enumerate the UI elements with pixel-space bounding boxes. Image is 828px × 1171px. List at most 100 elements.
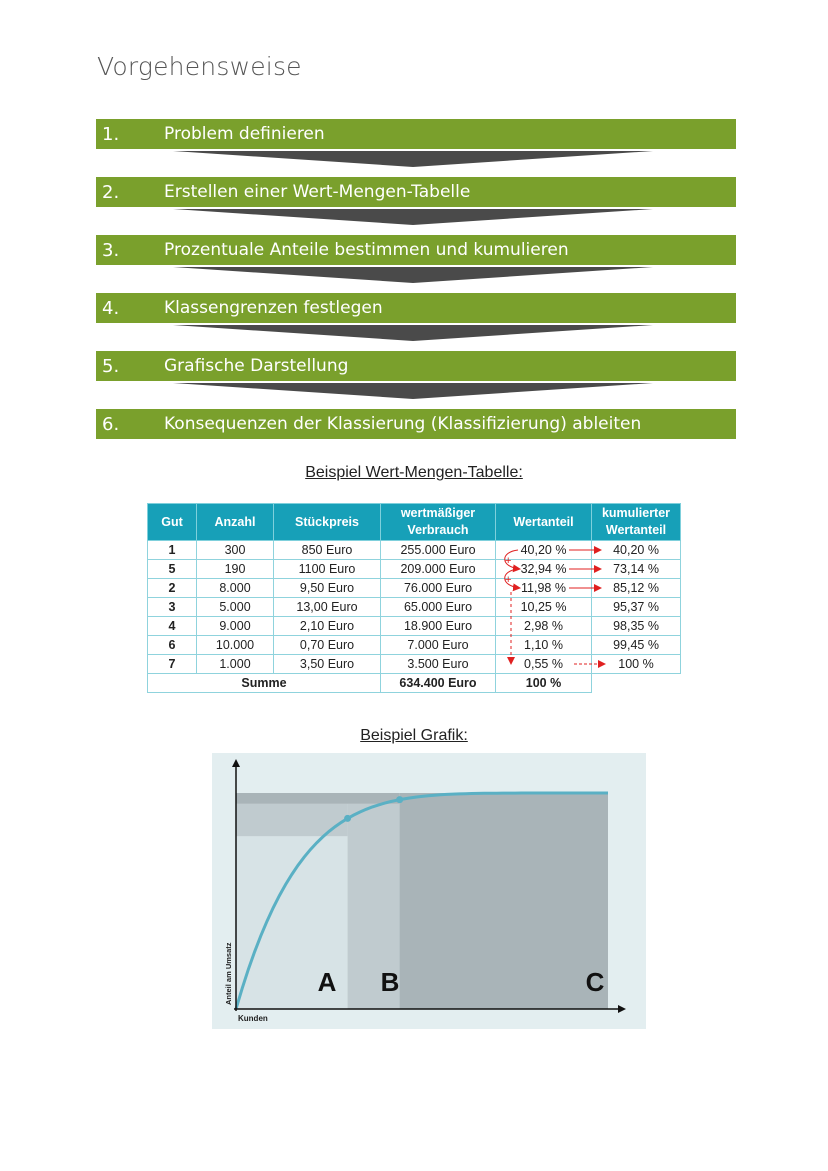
header-gut: Gut: [147, 503, 197, 541]
header-verbrauch-line1: wertmäßiger: [400, 506, 476, 520]
table-row: 4 9.000 2,10 Euro 18.900 Euro 2,98 % 98,…: [147, 616, 681, 636]
header-verbrauch-line2: Verbrauch: [407, 523, 469, 537]
table-row: 5 190 1100 Euro 209.000 Euro 32,94 % 73,…: [147, 559, 681, 579]
cell-gut: 6: [147, 635, 197, 655]
cell-kumuliert: 40,20 %: [591, 540, 681, 560]
wert-mengen-table: Gut Anzahl Stückpreis wertmäßiger Verbra…: [147, 503, 681, 693]
cell-anzahl: 8.000: [196, 578, 274, 598]
zone-band-C: [236, 793, 400, 804]
cell-preis: 9,50 Euro: [273, 578, 381, 598]
step-5: 5. Grafische Darstellung: [96, 351, 736, 381]
table-row: 2 8.000 9,50 Euro 76.000 Euro 11,98 % 85…: [147, 578, 681, 598]
step-number: 6.: [102, 414, 120, 435]
cell-gut: 1: [147, 540, 197, 560]
step-number: 3.: [102, 240, 120, 261]
chart-heading: Beispiel Grafik:: [360, 727, 468, 744]
zone-C: [399, 793, 608, 1009]
step-number: 4.: [102, 298, 120, 319]
header-stueckpreis: Stückpreis: [273, 503, 381, 541]
cell-preis: 850 Euro: [273, 540, 381, 560]
cell-anzahl: 5.000: [196, 597, 274, 617]
cell-verbrauch: 18.900 Euro: [380, 616, 496, 636]
cell-verbrauch: 209.000 Euro: [380, 559, 496, 579]
x-axis-arrow-icon: [618, 1005, 626, 1013]
chevron-down-arrow-icon: [173, 383, 653, 399]
table-row: 6 10.000 0,70 Euro 7.000 Euro 1,10 % 99,…: [147, 635, 681, 655]
cell-anzahl: 300: [196, 540, 274, 560]
chevron-down-arrow-icon: [173, 267, 653, 283]
header-anzahl: Anzahl: [196, 503, 274, 541]
chevron-down-arrow-icon: [173, 209, 653, 225]
y-axis-arrow-icon: [232, 759, 240, 767]
cell-kumuliert: 98,35 %: [591, 616, 681, 636]
table-row: 3 5.000 13,00 Euro 65.000 Euro 10,25 % 9…: [147, 597, 681, 617]
step-label: Prozentuale Anteile bestimmen und kumuli…: [164, 240, 569, 260]
cell-anteil: 11,98 %: [495, 578, 592, 598]
table-row: 1 300 850 Euro 255.000 Euro 40,20 % 40,2…: [147, 540, 681, 560]
table-heading: Beispiel Wert-Mengen-Tabelle:: [305, 464, 523, 481]
sum-anteil: 100 %: [495, 673, 592, 693]
cell-verbrauch: 76.000 Euro: [380, 578, 496, 598]
abc-analysis-chart: A B C Kunden Anteil am Umsatz: [212, 753, 646, 1029]
step-6: 6. Konsequenzen der Klassierung (Klassif…: [96, 409, 736, 439]
zone-label-B: B: [381, 967, 400, 997]
step-4: 4. Klassengrenzen festlegen: [96, 293, 736, 323]
cell-gut: 3: [147, 597, 197, 617]
sum-row: Summe 634.400 Euro 100 %: [147, 673, 681, 693]
step-number: 1.: [102, 124, 120, 145]
cell-kumuliert: 73,14 %: [591, 559, 681, 579]
table-row: 7 1.000 3,50 Euro 3.500 Euro 0,55 % 100 …: [147, 654, 681, 674]
cell-anteil: 32,94 %: [495, 559, 592, 579]
cell-verbrauch: 7.000 Euro: [380, 635, 496, 655]
cell-gut: 5: [147, 559, 197, 579]
cumulative-curve: [234, 791, 608, 1010]
chevron-down-arrow-icon: [173, 151, 653, 167]
y-axis-label: Anteil am Umsatz: [224, 942, 233, 1005]
step-3: 3. Prozentuale Anteile bestimmen und kum…: [96, 235, 736, 265]
cell-gut: 4: [147, 616, 197, 636]
zone-label-A: A: [318, 967, 337, 997]
cell-gut: 2: [147, 578, 197, 598]
curve-point: [344, 814, 352, 822]
step-label: Konsequenzen der Klassierung (Klassifizi…: [164, 414, 642, 434]
step-label: Problem definieren: [164, 124, 325, 144]
header-kumuliert-line1: kumulierter: [601, 506, 671, 520]
chevron-down-arrow-icon: [173, 325, 653, 341]
cell-verbrauch: 3.500 Euro: [380, 654, 496, 674]
cell-preis: 3,50 Euro: [273, 654, 381, 674]
step-1: 1. Problem definieren: [96, 119, 736, 149]
zone-label-C: C: [586, 967, 605, 997]
step-2: 2. Erstellen einer Wert-Mengen-Tabelle: [96, 177, 736, 207]
cell-kumuliert: 95,37 %: [591, 597, 681, 617]
step-number: 5.: [102, 356, 120, 377]
sum-verbrauch: 634.400 Euro: [380, 673, 496, 693]
table-header-row: Gut Anzahl Stückpreis wertmäßiger Verbra…: [147, 503, 681, 541]
header-verbrauch: wertmäßiger Verbrauch: [380, 503, 496, 541]
step-number: 2.: [102, 182, 120, 203]
cell-anzahl: 1.000: [196, 654, 274, 674]
curve-point: [396, 796, 404, 804]
cell-verbrauch: 65.000 Euro: [380, 597, 496, 617]
zone-labels: A B C: [318, 967, 605, 997]
cell-gut: 7: [147, 654, 197, 674]
cell-anteil: 0,55 %: [495, 654, 592, 674]
header-wertanteil: Wertanteil: [495, 503, 592, 541]
cell-kumuliert: 100 %: [591, 654, 681, 674]
curve-markers: [344, 796, 404, 822]
cell-preis: 13,00 Euro: [273, 597, 381, 617]
cell-preis: 0,70 Euro: [273, 635, 381, 655]
cell-anzahl: 190: [196, 559, 274, 579]
step-label: Erstellen einer Wert-Mengen-Tabelle: [164, 182, 471, 202]
cell-preis: 2,10 Euro: [273, 616, 381, 636]
cell-anteil: 40,20 %: [495, 540, 592, 560]
header-kumuliert: kumulierter Wertanteil: [591, 503, 681, 541]
cell-anteil: 10,25 %: [495, 597, 592, 617]
header-kumuliert-line2: Wertanteil: [605, 523, 667, 537]
x-axis-label: Kunden: [238, 1014, 268, 1023]
cell-anzahl: 10.000: [196, 635, 274, 655]
chart-zones: [236, 793, 608, 1009]
cell-preis: 1100 Euro: [273, 559, 381, 579]
sum-label: Summe: [147, 673, 381, 693]
cell-verbrauch: 255.000 Euro: [380, 540, 496, 560]
cell-anteil: 2,98 %: [495, 616, 592, 636]
